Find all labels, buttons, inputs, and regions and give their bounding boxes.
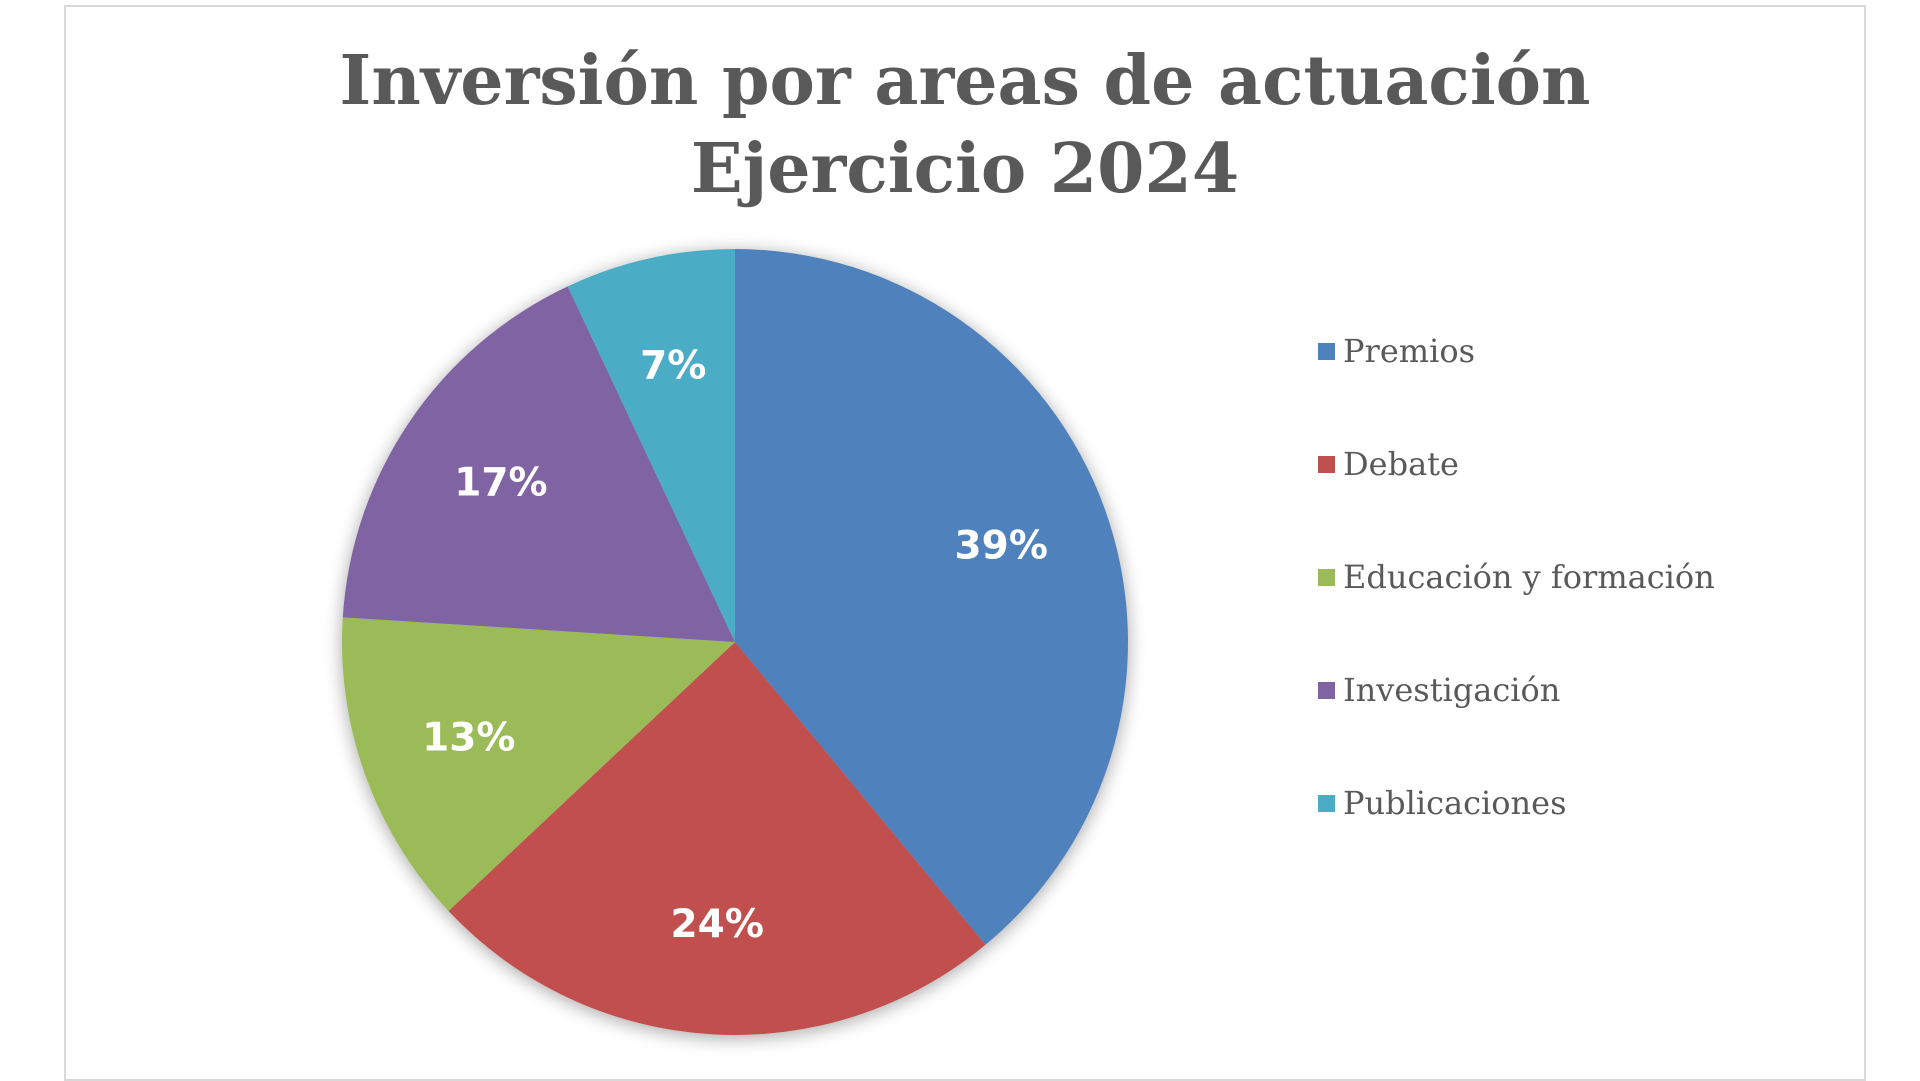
chart-title-line1: Inversión por areas de actuación: [339, 41, 1591, 121]
chart-title-line2: Ejercicio 2024: [690, 129, 1240, 209]
pie-slice-premios: [735, 249, 1128, 945]
data-label-educaci-n-y-formaci-n: 13%: [422, 715, 515, 760]
legend-swatch: [1318, 568, 1335, 586]
pie-slice-debate: [448, 642, 986, 1035]
legend-swatch: [1318, 794, 1335, 812]
data-label-publicaciones: 7%: [640, 343, 706, 388]
data-label-premios: 39%: [955, 524, 1048, 569]
legend-item: Debate: [1318, 445, 1459, 483]
legend-item: Educación y formación: [1318, 558, 1715, 596]
data-label-investigaci-n: 17%: [454, 460, 547, 505]
legend-label: Publicaciones: [1343, 784, 1567, 822]
pie-slice-educaci-n-y-formaci-n: [342, 617, 735, 912]
pie-slice-investigaci-n: [342, 286, 735, 642]
pie-slices: [342, 249, 1128, 1035]
pie-slice-publicaciones: [567, 249, 735, 642]
legend-swatch: [1318, 342, 1335, 360]
legend-swatch: [1318, 681, 1335, 699]
legend-item: Premios: [1318, 332, 1475, 370]
legend-label: Educación y formación: [1343, 558, 1715, 596]
legend-item: Publicaciones: [1318, 784, 1566, 822]
chart-title: Inversión por areas de actuación Ejercic…: [66, 37, 1864, 213]
legend-label: Premios: [1343, 332, 1476, 370]
legend-item: Investigación: [1318, 671, 1560, 709]
legend-label: Investigación: [1343, 671, 1561, 709]
data-label-debate: 24%: [671, 902, 764, 947]
legend-swatch: [1318, 455, 1335, 473]
legend-label: Debate: [1343, 445, 1459, 483]
